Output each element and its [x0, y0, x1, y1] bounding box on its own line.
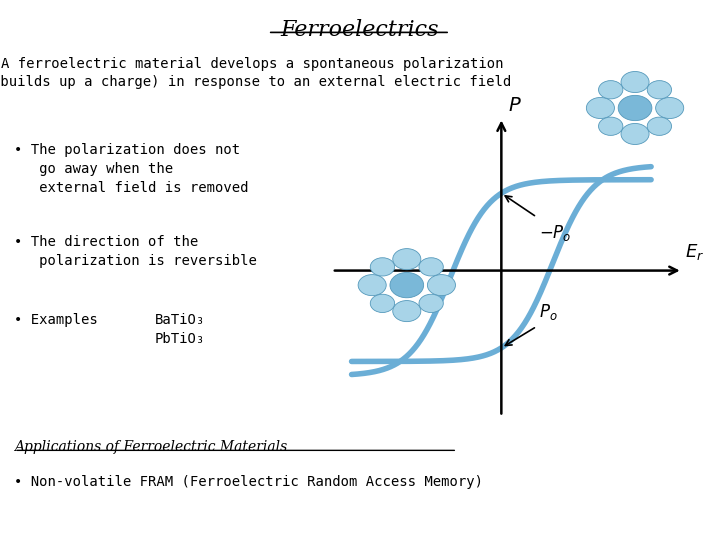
- Text: Ferroelectrics: Ferroelectrics: [281, 19, 439, 41]
- Text: Applications of Ferroelectric Materials: Applications of Ferroelectric Materials: [14, 440, 288, 454]
- Text: • Non-volatile FRAM (Ferroelectric Random Access Memory): • Non-volatile FRAM (Ferroelectric Rando…: [14, 475, 483, 489]
- Text: PbTiO₃: PbTiO₃: [155, 332, 205, 346]
- Text: $P$: $P$: [508, 97, 522, 115]
- Text: • The polarization does not: • The polarization does not: [14, 143, 240, 157]
- Text: A ferroelectric material develops a spontaneous polarization: A ferroelectric material develops a spon…: [1, 57, 503, 71]
- Text: • Examples: • Examples: [14, 313, 98, 327]
- Text: (builds up a charge) in response to an external electric field: (builds up a charge) in response to an e…: [0, 75, 512, 89]
- Text: $E_r$: $E_r$: [685, 242, 704, 262]
- Text: go away when the: go away when the: [14, 162, 174, 176]
- Text: • The direction of the: • The direction of the: [14, 235, 199, 249]
- Text: BaTiO₃: BaTiO₃: [155, 313, 205, 327]
- Text: $P_o$: $P_o$: [539, 301, 557, 322]
- Text: $-P_o$: $-P_o$: [539, 223, 572, 243]
- Text: polarization is reversible: polarization is reversible: [14, 254, 257, 268]
- Text: external field is removed: external field is removed: [14, 181, 249, 195]
